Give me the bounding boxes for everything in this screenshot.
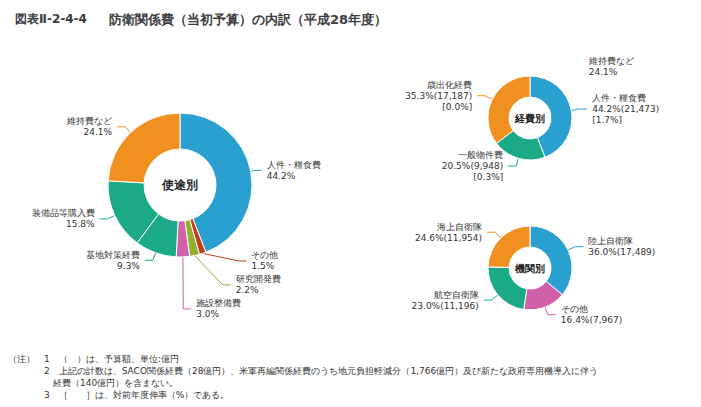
svg-text:23.0%(11,196): 23.0%(11,196)	[412, 301, 479, 311]
svg-text:人件・糧食費: 人件・糧食費	[267, 160, 321, 170]
svg-text:24.1%: 24.1%	[84, 127, 113, 137]
svg-text:施設整備費: 施設整備費	[196, 298, 241, 308]
svg-text:陸上自衛隊: 陸上自衛隊	[588, 236, 633, 246]
svg-text:[0.0%]: [0.0%]	[442, 102, 472, 112]
svg-text:防衛関係費（当初予算）の内訳（平成28年度）: 防衛関係費（当初予算）の内訳（平成28年度）	[109, 12, 387, 27]
svg-text:経費別: 経費別	[514, 113, 545, 124]
svg-text:3.0%: 3.0%	[196, 309, 219, 319]
svg-text:研究開発費: 研究開発費	[236, 274, 281, 284]
svg-text:（注） 1 （ ）は、予算額、単位:億円: （注） 1 （ ）は、予算額、単位:億円	[8, 354, 179, 364]
svg-text:1.5%: 1.5%	[251, 261, 274, 271]
svg-text:その他: その他	[251, 250, 278, 260]
svg-text:24.6%(11,954): 24.6%(11,954)	[415, 233, 482, 243]
svg-text:使途別: 使途別	[161, 178, 198, 192]
svg-text:維持費など: 維持費など	[588, 56, 634, 66]
svg-text:24.1%: 24.1%	[589, 67, 618, 77]
svg-text:経費（140億円）を含まない。: 経費（140億円）を含まない。	[8, 378, 178, 388]
svg-text:[0.3%]: [0.3%]	[473, 172, 503, 182]
svg-text:[1.7%]: [1.7%]	[592, 115, 622, 125]
svg-text:36.0%(17,489): 36.0%(17,489)	[588, 247, 655, 257]
svg-text:人件・糧食費: 人件・糧食費	[592, 93, 646, 103]
svg-text:9.3%: 9.3%	[117, 261, 140, 271]
svg-text:15.8%: 15.8%	[66, 219, 95, 229]
svg-text:2 上記の計数は、SACO関係経費（28億円）、米軍再編関係: 2 上記の計数は、SACO関係経費（28億円）、米軍再編関係経費のうち地元負担軽…	[8, 366, 598, 376]
svg-text:その他: その他	[561, 304, 588, 314]
svg-text:図表Ⅱ-2-4-4: 図表Ⅱ-2-4-4	[15, 12, 87, 26]
svg-text:一般物件費: 一般物件費	[458, 150, 503, 160]
svg-text:海上自衛隊: 海上自衛隊	[437, 222, 482, 232]
svg-text:44.2%(21,473): 44.2%(21,473)	[592, 104, 659, 114]
svg-text:維持費など: 維持費など	[66, 116, 112, 126]
svg-text:16.4%(7,967): 16.4%(7,967)	[561, 315, 622, 325]
svg-text:装備品等購入費: 装備品等購入費	[32, 208, 95, 218]
svg-text:44.2%: 44.2%	[267, 171, 296, 181]
svg-text:35.3%(17,187): 35.3%(17,187)	[405, 91, 472, 101]
svg-text:3 ［ ］は、対前年度伸率（%）である。: 3 ［ ］は、対前年度伸率（%）である。	[8, 390, 229, 400]
svg-text:2.2%: 2.2%	[236, 285, 259, 295]
svg-text:20.5%(9,948): 20.5%(9,948)	[442, 161, 503, 171]
svg-text:機関別: 機関別	[514, 263, 545, 274]
svg-text:基地対策経費: 基地対策経費	[86, 250, 140, 260]
svg-text:歳出化経費: 歳出化経費	[427, 80, 472, 90]
svg-text:航空自衛隊: 航空自衛隊	[434, 290, 479, 300]
